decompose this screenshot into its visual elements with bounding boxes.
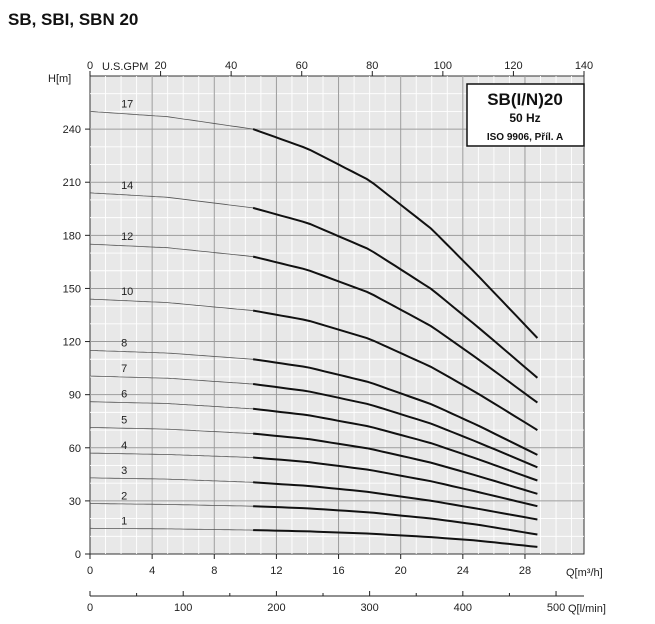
pump-curves — [89, 111, 539, 548]
curve-8-low-flow — [89, 350, 254, 360]
curve-label-14: 14 — [121, 180, 133, 192]
top-axis-title: U.S.GPM — [102, 61, 148, 73]
x-tick-label: 12 — [270, 565, 282, 577]
curve-5 — [253, 432, 538, 495]
x-tick-label: 0 — [87, 565, 93, 577]
plot-background — [89, 75, 585, 555]
curve-12-low-flow — [89, 243, 254, 257]
curve-14-low-flow — [89, 192, 254, 209]
x-tick-label: 16 — [332, 565, 344, 577]
y-tick-label: 90 — [69, 390, 81, 402]
curve-8 — [252, 358, 538, 456]
legend-standard: ISO 9906, Příl. A — [487, 132, 563, 143]
curve-7-low-flow — [89, 375, 254, 385]
y-tick-label: 30 — [69, 496, 81, 508]
bottom-tick-label: 300 — [360, 602, 378, 614]
main-x-axis-title: Q[m³/h] — [566, 567, 603, 579]
x-tick-label: 4 — [149, 565, 155, 577]
x-tick-label: 8 — [211, 565, 217, 577]
x-tick-label: 24 — [457, 565, 469, 577]
bottom-tick-label: 400 — [454, 602, 472, 614]
curve-label-7: 7 — [121, 363, 127, 375]
x-tick-label: 28 — [519, 565, 531, 577]
curve-label-1: 1 — [121, 515, 127, 527]
legend-box: SB(I/N)20 50 Hz ISO 9906, Příl. A — [466, 83, 585, 147]
y-tick-label: 180 — [63, 230, 81, 242]
page-title: SB, SBI, SBN 20 — [8, 10, 139, 29]
curve-1 — [253, 529, 538, 548]
curve-label-17: 17 — [121, 98, 133, 110]
curve-label-2: 2 — [121, 491, 127, 503]
curve-17-low-flow — [89, 111, 254, 130]
curve-label-3: 3 — [121, 465, 127, 477]
curve-14 — [252, 206, 539, 379]
curve-label-4: 4 — [121, 440, 127, 452]
bottom-tick-label: 100 — [174, 602, 192, 614]
y-tick-label: 240 — [63, 124, 81, 136]
curve-4 — [253, 456, 538, 508]
curve-7 — [252, 383, 538, 469]
bottom-tick-label: 200 — [267, 602, 285, 614]
curve-label-12: 12 — [121, 231, 133, 243]
curve-3 — [253, 481, 538, 521]
y-axis-title: H[m] — [48, 73, 71, 85]
bottom-x-axis-title: Q[l/min] — [568, 603, 606, 615]
legend-title: SB(I/N)20 — [487, 90, 563, 109]
curve-10 — [252, 309, 538, 431]
y-tick-label: 210 — [63, 177, 81, 189]
grid — [90, 76, 584, 554]
curve-2-low-flow — [89, 503, 254, 507]
top-tick-label: 100 — [434, 60, 452, 72]
curve-label-6: 6 — [121, 389, 127, 401]
y-tick-label: 120 — [63, 337, 81, 349]
y-tick-label: 150 — [63, 283, 81, 295]
curve-12 — [252, 255, 538, 404]
curve-17 — [252, 128, 539, 339]
top-tick-label: 140 — [575, 60, 593, 72]
top-tick-label: 120 — [504, 60, 522, 72]
bottom-tick-label: 0 — [87, 602, 93, 614]
curve-10-low-flow — [89, 298, 254, 311]
curve-label-8: 8 — [121, 337, 127, 349]
curve-6-low-flow — [89, 401, 254, 410]
curve-6 — [252, 407, 538, 482]
bottom-tick-label: 500 — [547, 602, 565, 614]
curve-3-low-flow — [90, 477, 254, 483]
legend-frequency: 50 Hz — [509, 111, 540, 125]
curve-2 — [253, 505, 538, 536]
curve-label-5: 5 — [121, 414, 127, 426]
curve-1-low-flow — [89, 527, 254, 531]
y-tick-label: 0 — [75, 549, 81, 561]
curve-4-low-flow — [89, 452, 254, 458]
top-tick-label: 0 — [87, 60, 93, 72]
top-tick-label: 40 — [225, 60, 237, 72]
curve-label-10: 10 — [121, 286, 133, 298]
legend-frame — [466, 83, 585, 147]
curve-5-low-flow — [89, 427, 254, 434]
y-tick-label: 60 — [69, 443, 81, 455]
top-tick-label: 80 — [366, 60, 378, 72]
x-tick-label: 20 — [395, 565, 407, 577]
top-tick-label: 60 — [296, 60, 308, 72]
top-tick-label: 20 — [154, 60, 166, 72]
